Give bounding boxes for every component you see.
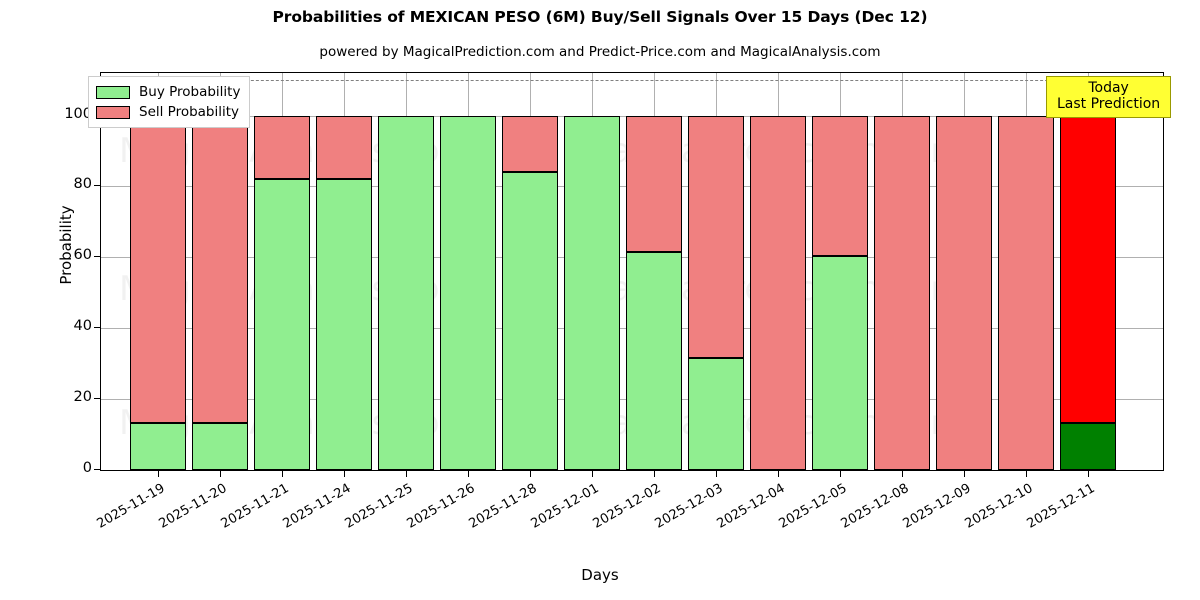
bar-segment-sell [130, 115, 186, 423]
legend-swatch-icon [96, 105, 130, 119]
bar[interactable] [502, 73, 558, 470]
y-tick-mark [94, 469, 100, 470]
x-tick-mark [282, 471, 283, 477]
chart-title: Probabilities of MEXICAN PESO (6M) Buy/S… [272, 8, 928, 26]
bar-segment-buy [378, 115, 434, 470]
x-tick-mark [406, 471, 407, 477]
y-tick-label: 0 [82, 460, 92, 476]
bar-segment-buy [812, 255, 868, 470]
bar[interactable] [192, 73, 248, 470]
bar-segment-buy [254, 178, 310, 470]
bar-segment-buy [440, 115, 496, 470]
x-tick-mark [468, 471, 469, 477]
x-tick-mark [1088, 471, 1089, 477]
x-tick-mark [592, 471, 593, 477]
bar-segment-sell [812, 115, 868, 256]
x-tick-mark [1026, 471, 1027, 477]
bar-segment-sell [874, 115, 930, 470]
chart-legend: Buy Probability Sell Probability [88, 76, 251, 128]
legend-item[interactable]: Buy Probability [96, 82, 240, 102]
x-tick-mark [840, 471, 841, 477]
bar-segment-buy [1060, 422, 1116, 470]
bar[interactable] [130, 73, 186, 470]
bar[interactable] [936, 73, 992, 470]
y-tick-mark [94, 327, 100, 329]
x-axis-label: Days [581, 566, 619, 584]
bar-segment-buy [688, 357, 744, 470]
today-annotation-box: Today Last Prediction [1046, 76, 1172, 119]
bar-segment-sell [626, 115, 682, 253]
bar-segment-sell [750, 115, 806, 470]
bar-segment-sell [998, 115, 1054, 470]
y-tick-mark [94, 185, 100, 187]
bar[interactable] [378, 73, 434, 470]
bar-segment-sell [1060, 115, 1116, 423]
x-tick-mark [220, 471, 221, 477]
x-tick-mark [654, 471, 655, 477]
bar[interactable] [998, 73, 1054, 470]
bar-segment-sell [936, 115, 992, 470]
reference-dashed-line [101, 80, 1163, 82]
bar-segment-buy [626, 252, 682, 470]
y-tick-label: 20 [73, 389, 92, 406]
y-tick-label: 100 [64, 105, 92, 122]
bar-segment-buy [130, 422, 186, 470]
bar-segment-buy [502, 171, 558, 470]
x-tick-mark [344, 471, 345, 477]
bar[interactable] [440, 73, 496, 470]
bar-segment-sell [502, 115, 558, 172]
x-tick-mark [716, 471, 717, 477]
bar-segment-sell [254, 115, 310, 179]
legend-label: Sell Probability [139, 104, 240, 120]
x-tick-mark [964, 471, 965, 477]
bar[interactable] [316, 73, 372, 470]
chart-subtitle: powered by MagicalPrediction.com and Pre… [319, 44, 881, 60]
bar-segment-buy [192, 422, 248, 470]
bar-segment-sell [192, 115, 248, 423]
y-tick-mark [94, 398, 100, 400]
x-tick-mark [902, 471, 903, 477]
y-tick-mark [94, 256, 100, 258]
x-tick-mark [158, 471, 159, 477]
bar[interactable] [688, 73, 744, 470]
legend-item[interactable]: Sell Probability [96, 102, 240, 122]
bar[interactable] [874, 73, 930, 470]
x-tick-mark [530, 471, 531, 477]
bar[interactable] [812, 73, 868, 470]
bar[interactable] [750, 73, 806, 470]
plot-area: MagicalAnalysis.comMagicalPrediction.com… [100, 72, 1164, 471]
bar-segment-buy [316, 178, 372, 470]
bar-today[interactable] [1060, 73, 1116, 470]
legend-swatch-icon [96, 85, 130, 99]
today-annotation-line2: Last Prediction [1057, 96, 1161, 113]
bar[interactable] [254, 73, 310, 470]
y-tick-label: 80 [73, 176, 92, 193]
y-tick-label: 60 [73, 247, 92, 264]
bar-segment-buy [564, 115, 620, 470]
y-axis-label: Probability [57, 205, 75, 285]
bar[interactable] [626, 73, 682, 470]
today-annotation-line1: Today [1088, 80, 1129, 96]
x-tick-mark [778, 471, 779, 477]
bar[interactable] [564, 73, 620, 470]
bar-segment-sell [688, 115, 744, 358]
y-tick-label: 40 [73, 318, 92, 335]
bar-segment-sell [316, 115, 372, 179]
legend-label: Buy Probability [139, 84, 241, 100]
